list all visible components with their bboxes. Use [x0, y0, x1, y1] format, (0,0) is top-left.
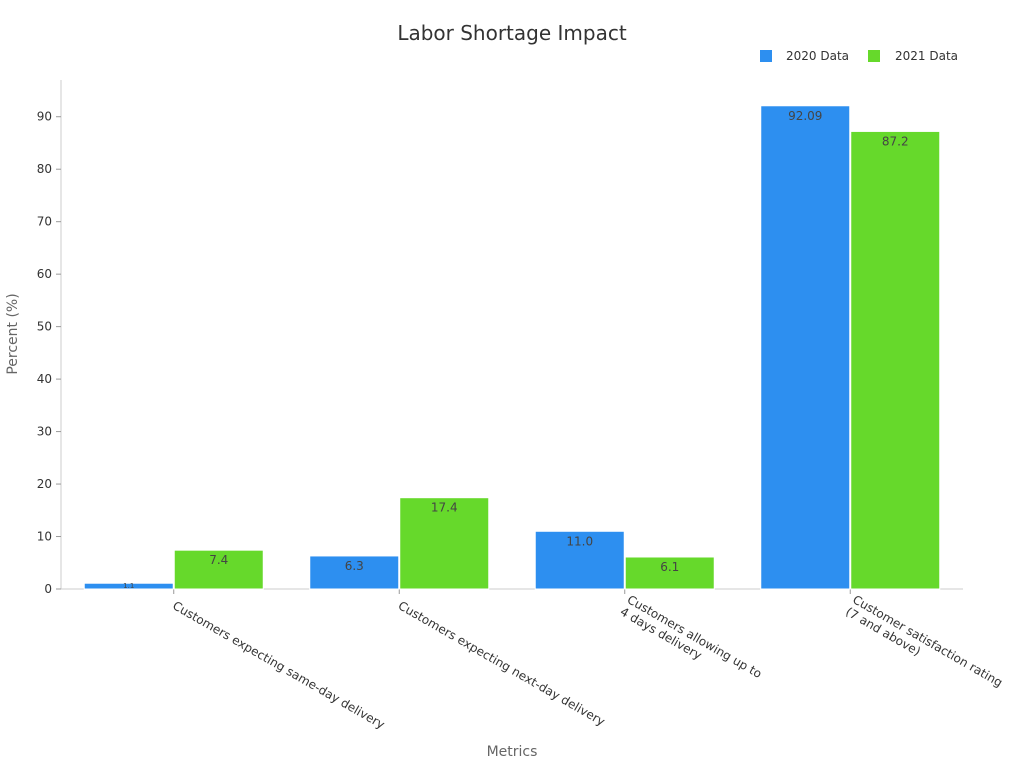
- y-tick-label: 50: [37, 320, 52, 334]
- legend-label: 2021 Data: [895, 49, 958, 63]
- bar-2020[interactable]: [309, 555, 400, 590]
- y-tick-label: 40: [37, 372, 52, 386]
- x-tick-label: Customer satisfaction rating(7 and above…: [843, 592, 1005, 702]
- y-tick-label: 20: [37, 477, 52, 491]
- data-label: 7.4: [209, 553, 228, 567]
- x-axis-label: Metrics: [487, 744, 538, 760]
- legend: 2020 Data 2021 Data: [760, 49, 958, 63]
- x-tick-label: Customers expecting next-day delivery: [396, 598, 608, 728]
- x-tick-label-line: Customer satisfaction rating: [850, 592, 1005, 689]
- bar-2020[interactable]: [83, 582, 174, 590]
- data-label: 17.4: [431, 501, 458, 515]
- x-tick-label-line: Customers allowing up to: [625, 592, 765, 681]
- x-axis: Customers expecting same-day delivery Cus…: [61, 588, 1005, 732]
- data-label: 1.1: [123, 582, 134, 590]
- y-tick-label: 0: [44, 582, 52, 596]
- y-tick-label: 70: [37, 215, 52, 229]
- y-tick-label: 90: [37, 110, 52, 124]
- data-label: 11.0: [566, 534, 593, 548]
- bar-2021[interactable]: [850, 130, 941, 590]
- data-label: 6.3: [345, 559, 364, 573]
- bar-2021[interactable]: [173, 549, 264, 590]
- data-label: 6.1: [660, 560, 679, 574]
- data-label: 92.09: [788, 109, 822, 123]
- x-tick-label: Customers allowing up to4 days delivery: [618, 592, 765, 693]
- bar-2020[interactable]: [534, 530, 625, 590]
- bars-group: 1.1 7.4 6.3 17.4 11.0 6.1 92.09 87.2: [83, 105, 941, 590]
- y-tick-label: 80: [37, 162, 52, 176]
- legend-swatch: [868, 50, 880, 62]
- data-label: 87.2: [882, 134, 909, 148]
- x-tick-label: Customers expecting same-day delivery: [170, 598, 387, 731]
- y-axis-label: Percent (%): [5, 293, 21, 374]
- y-tick-label: 30: [37, 425, 52, 439]
- legend-label: 2020 Data: [786, 49, 849, 63]
- y-tick-label: 60: [37, 267, 52, 281]
- y-tick-label: 10: [37, 530, 52, 544]
- bar-2021[interactable]: [624, 556, 715, 590]
- y-axis: 0 10 20 30 40 50 60 70 80 90: [37, 80, 62, 596]
- legend-swatch: [760, 50, 772, 62]
- chart-title: Labor Shortage Impact: [397, 21, 627, 45]
- bar-2020[interactable]: [760, 105, 851, 590]
- bar-2021[interactable]: [399, 497, 490, 590]
